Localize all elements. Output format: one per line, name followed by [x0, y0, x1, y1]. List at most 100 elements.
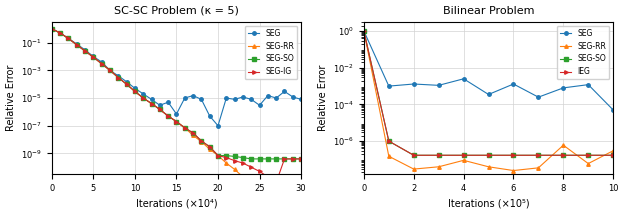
SEG [535, 96, 542, 98]
SEG-SO [385, 140, 392, 143]
SEG-SO [256, 158, 263, 160]
SEG [140, 93, 147, 95]
SEG-SO [123, 83, 130, 85]
SEG-RR [131, 90, 139, 93]
Legend: SEG, SEG-RR, SEG-SO, SEG-IG: SEG, SEG-RR, SEG-SO, SEG-IG [245, 26, 297, 79]
SEG-SO [298, 158, 305, 160]
IEG [510, 154, 517, 157]
SEG [206, 115, 213, 117]
SEG-SO [90, 56, 97, 58]
SEG-SO [560, 154, 567, 157]
SEG-IG [273, 181, 280, 184]
Line: SEG: SEG [50, 27, 303, 128]
SEG-RR [115, 76, 122, 79]
Line: IEG: IEG [362, 29, 615, 157]
SEG-RR [181, 126, 188, 129]
SEG-IG [81, 50, 89, 52]
IEG [485, 154, 492, 157]
SEG [81, 49, 89, 51]
SEG-RR [256, 189, 263, 192]
SEG [289, 96, 296, 98]
SEG-SO [273, 158, 280, 160]
SEG [223, 97, 230, 99]
IEG [610, 154, 617, 157]
SEG-IG [56, 32, 64, 34]
SEG [56, 32, 64, 34]
SEG [115, 74, 122, 77]
SEG [385, 85, 392, 87]
Line: SEG-IG: SEG-IG [50, 27, 303, 184]
SEG [198, 98, 205, 101]
SEG [273, 97, 280, 99]
SEG-IG [206, 146, 213, 148]
IEG [535, 154, 542, 157]
X-axis label: Iterations (×10⁴): Iterations (×10⁴) [135, 198, 217, 208]
SEG-RR [485, 165, 492, 168]
SEG-SO [148, 102, 155, 105]
SEG-SO [223, 154, 230, 157]
X-axis label: Iterations (×10⁵): Iterations (×10⁵) [448, 198, 529, 208]
SEG-SO [410, 154, 417, 157]
SEG-IG [115, 76, 122, 79]
SEG [231, 98, 238, 101]
SEG-RR [281, 210, 288, 212]
SEG [460, 77, 467, 80]
SEG-IG [289, 158, 296, 160]
SEG [73, 43, 80, 45]
SEG-IG [181, 126, 188, 129]
SEG-IG [73, 43, 80, 46]
SEG-IG [256, 170, 263, 173]
SEG-IG [298, 158, 305, 160]
SEG-SO [173, 120, 180, 123]
SEG-IG [214, 154, 222, 157]
Y-axis label: Relative Error: Relative Error [318, 65, 328, 131]
SEG-RR [156, 108, 163, 111]
SEG-IG [148, 102, 155, 105]
Title: SC-SC Problem (κ = 5): SC-SC Problem (κ = 5) [114, 6, 239, 16]
SEG-SO [585, 154, 592, 157]
SEG [48, 28, 56, 30]
SEG-RR [140, 97, 147, 99]
SEG-RR [460, 159, 467, 162]
SEG-IG [264, 176, 271, 178]
SEG [106, 69, 114, 72]
SEG-SO [156, 108, 163, 111]
SEG-SO [435, 154, 442, 157]
SEG [239, 96, 246, 98]
SEG-SO [231, 155, 238, 158]
SEG [248, 98, 255, 101]
Line: SEG-SO: SEG-SO [362, 29, 615, 157]
SEG-RR [65, 37, 72, 40]
SEG [123, 80, 130, 83]
SEG-RR [173, 120, 180, 123]
SEG-IG [140, 97, 147, 99]
SEG [181, 97, 188, 99]
SEG-IG [281, 158, 288, 160]
SEG-RR [435, 165, 442, 168]
SEG-RR [239, 176, 246, 178]
SEG-SO [131, 90, 139, 93]
SEG-RR [198, 140, 205, 143]
SEG-RR [123, 83, 130, 85]
SEG-SO [115, 76, 122, 79]
SEG-SO [81, 50, 89, 52]
SEG [189, 94, 197, 97]
IEG [460, 154, 467, 157]
Line: SEG-RR: SEG-RR [362, 29, 615, 172]
SEG-SO [164, 115, 172, 117]
SEG-IG [156, 108, 163, 111]
SEG-SO [56, 32, 64, 34]
SEG [510, 83, 517, 85]
SEG-IG [223, 156, 230, 159]
Title: Bilinear Problem: Bilinear Problem [443, 6, 534, 16]
SEG [560, 87, 567, 89]
SEG-IG [198, 140, 205, 142]
SEG-RR [248, 182, 255, 184]
SEG-SO [106, 69, 114, 72]
SEG [98, 61, 105, 63]
SEG [281, 90, 288, 93]
SEG-IG [231, 159, 238, 162]
SEG-SO [264, 158, 271, 160]
SEG [410, 83, 417, 85]
Y-axis label: Relative Error: Relative Error [6, 65, 16, 131]
